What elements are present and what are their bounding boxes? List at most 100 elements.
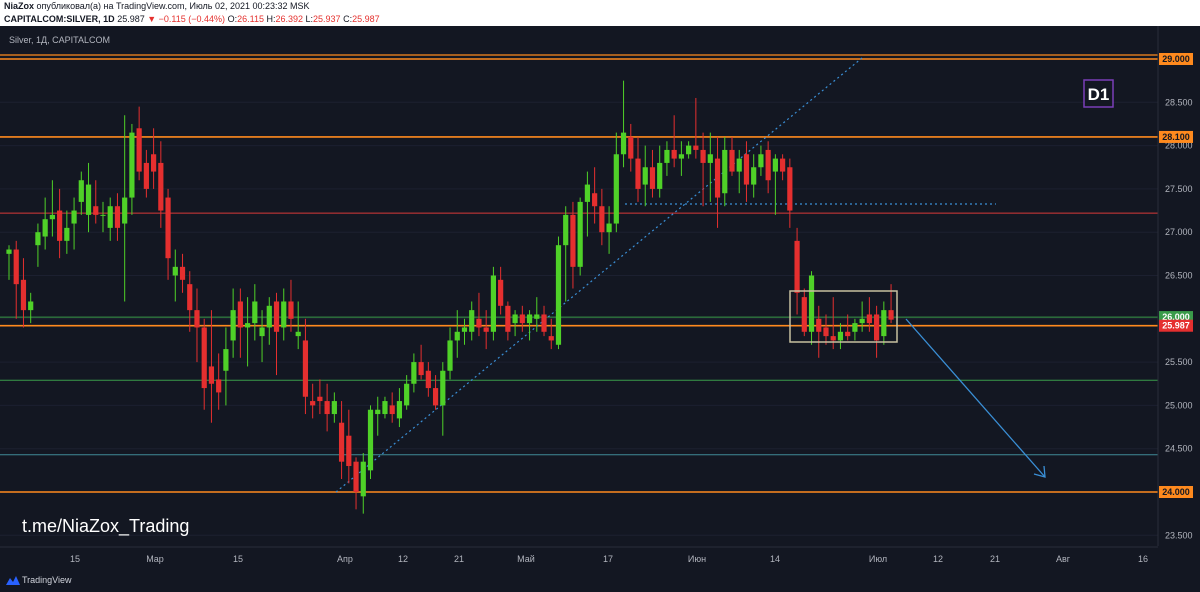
candle[interactable] [20, 258, 27, 328]
candle[interactable] [331, 392, 337, 423]
candle[interactable] [801, 288, 807, 337]
candle[interactable] [837, 323, 844, 350]
candle[interactable] [592, 167, 598, 224]
candle[interactable] [866, 297, 872, 332]
candle[interactable] [143, 149, 149, 198]
candle[interactable] [852, 318, 858, 341]
candle[interactable] [649, 149, 656, 198]
candle[interactable] [187, 271, 193, 332]
candle[interactable] [338, 401, 345, 480]
candle[interactable] [483, 310, 489, 350]
candle[interactable] [881, 301, 887, 345]
candle[interactable] [512, 310, 518, 337]
consolidation-box[interactable] [789, 290, 898, 343]
candle[interactable] [35, 223, 41, 267]
candle[interactable] [490, 266, 497, 341]
candle[interactable] [563, 206, 569, 302]
candle[interactable] [71, 197, 77, 250]
candle[interactable] [765, 141, 771, 194]
candle[interactable] [519, 305, 525, 332]
candle[interactable] [526, 310, 533, 341]
candle[interactable] [432, 375, 439, 410]
candle[interactable] [476, 292, 482, 337]
candle[interactable] [302, 318, 309, 415]
candle[interactable] [678, 141, 684, 176]
candle[interactable] [252, 284, 258, 341]
candle[interactable] [389, 392, 395, 423]
candle[interactable] [13, 240, 19, 319]
candle[interactable] [845, 314, 851, 341]
candle[interactable] [548, 318, 554, 350]
candle[interactable] [657, 145, 663, 198]
candle[interactable] [469, 301, 475, 341]
candle[interactable] [816, 305, 822, 358]
candle[interactable] [787, 158, 793, 228]
candle[interactable] [223, 327, 229, 406]
candle[interactable] [49, 180, 55, 237]
candle[interactable] [722, 136, 728, 207]
candle[interactable] [259, 310, 265, 363]
candle[interactable] [758, 145, 764, 176]
candle[interactable] [743, 141, 750, 202]
candle[interactable] [288, 279, 294, 332]
candle[interactable] [599, 188, 605, 246]
candle[interactable] [541, 305, 547, 337]
candle[interactable] [707, 132, 713, 202]
candle[interactable] [686, 141, 692, 159]
candle[interactable] [606, 206, 612, 254]
candle[interactable] [237, 288, 243, 358]
candle[interactable] [808, 271, 815, 345]
candle[interactable] [555, 236, 562, 350]
candle[interactable] [375, 396, 381, 436]
candle[interactable] [823, 314, 829, 345]
candle[interactable] [635, 136, 641, 202]
candle[interactable] [367, 405, 374, 480]
candle[interactable] [136, 106, 142, 181]
candle[interactable] [165, 188, 171, 280]
horizontal-levels[interactable] [0, 54, 1158, 493]
candle[interactable] [114, 193, 121, 241]
candle[interactable] [64, 210, 70, 254]
candle[interactable] [310, 383, 316, 419]
candle[interactable] [874, 305, 880, 358]
candle[interactable] [751, 154, 757, 198]
candle[interactable] [129, 123, 135, 215]
candle[interactable] [461, 318, 468, 345]
candle[interactable] [194, 288, 200, 363]
candle[interactable] [28, 292, 34, 324]
candle[interactable] [859, 301, 865, 332]
candle[interactable] [107, 197, 113, 241]
candle[interactable] [440, 362, 446, 436]
candle[interactable] [78, 171, 84, 215]
candle[interactable] [6, 245, 12, 280]
candle[interactable] [382, 396, 388, 419]
candle[interactable] [772, 154, 778, 215]
candle[interactable] [396, 388, 403, 428]
candle[interactable] [273, 292, 280, 376]
candle[interactable] [85, 162, 92, 233]
trend-line[interactable] [335, 57, 863, 493]
candle[interactable] [505, 301, 511, 341]
candle[interactable] [830, 297, 836, 350]
candle[interactable] [353, 457, 359, 510]
candle[interactable] [93, 180, 99, 224]
candle[interactable] [266, 297, 272, 345]
price-axis[interactable]: 28.500 28.000 27.500 27.000 26.500 25.500 25.0… [1165, 97, 1193, 540]
candle[interactable] [411, 353, 417, 393]
candle[interactable] [418, 344, 424, 380]
candle[interactable] [317, 379, 323, 415]
candle[interactable] [693, 97, 699, 159]
candle[interactable] [100, 201, 106, 233]
candle[interactable] [281, 288, 287, 341]
candle[interactable] [642, 145, 648, 207]
candle[interactable] [216, 353, 222, 410]
author-name[interactable]: NiaZox [4, 1, 35, 11]
candle[interactable] [360, 453, 366, 514]
candle[interactable] [57, 188, 63, 259]
candle[interactable] [729, 136, 735, 176]
candle[interactable] [230, 288, 236, 358]
candle[interactable] [244, 297, 251, 367]
candle[interactable] [794, 227, 800, 315]
candle[interactable] [42, 197, 48, 250]
time-axis[interactable]: 15 Мар 15 Апр 12 21 Май 17 Июн 14 Июл 12 21 Авг 16 [70, 554, 1148, 564]
